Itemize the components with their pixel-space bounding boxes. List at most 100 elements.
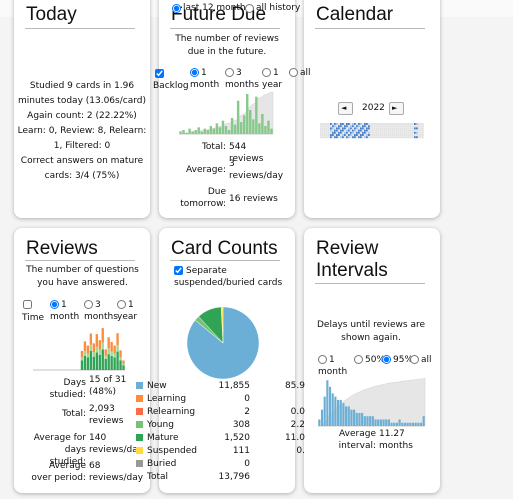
calendar-cell [418, 134, 420, 136]
calendar-cell [394, 123, 396, 125]
calendar-cell [330, 129, 332, 132]
calendar-cell [326, 131, 328, 134]
range-radio[interactable] [318, 355, 327, 364]
calendar-cell [336, 127, 338, 130]
calendar-cell [376, 125, 378, 128]
calendar-cell [340, 136, 342, 139]
calendar-cell [416, 125, 418, 128]
average-label: Average interval: [338, 429, 376, 451]
calendar-cell [374, 131, 376, 134]
calendar-cell [422, 136, 424, 139]
card-title: Reviews [26, 238, 98, 259]
legend-swatch [136, 395, 143, 402]
calendar-cell [400, 125, 402, 128]
calendar-cell [336, 129, 338, 132]
time-label: Time [22, 313, 45, 323]
period-radio[interactable] [245, 4, 254, 13]
range-radio[interactable] [382, 355, 391, 364]
calendar-cell [350, 123, 352, 125]
year-label: 2022 [362, 103, 385, 113]
calendar-cell [360, 127, 362, 130]
calendar-cell [382, 123, 384, 125]
count-label: 111 [232, 446, 250, 456]
count-label: 308 [232, 420, 250, 430]
calendar-cell [384, 129, 386, 132]
calendar-cell [406, 129, 408, 132]
calendar-cell [342, 136, 344, 139]
calendar-cell [340, 131, 342, 134]
subtitle: Delays until reviews are shown again. [316, 320, 426, 343]
bar [107, 337, 110, 349]
calendar-cell [380, 123, 382, 125]
range-radio[interactable] [354, 355, 363, 364]
range-radio[interactable] [262, 68, 271, 77]
bar [116, 345, 119, 352]
calendar-cell [362, 134, 364, 136]
legend-swatch [136, 460, 143, 467]
range-label: 1 month [50, 300, 80, 322]
bar [92, 352, 96, 357]
calendar-cell [332, 127, 334, 130]
next-icon[interactable]: ► [392, 104, 398, 112]
calendar-cell [392, 127, 394, 130]
calendar-cell [334, 125, 336, 128]
calendar-cell [394, 125, 396, 128]
calendar-cell [324, 136, 326, 139]
calendar-cell [382, 127, 384, 130]
calendar-cell [410, 123, 412, 125]
range-radio[interactable] [190, 68, 199, 77]
bar [119, 360, 122, 370]
legend-name: New [147, 381, 167, 391]
prev-icon[interactable]: ◄ [341, 104, 347, 112]
range-label: all [300, 68, 311, 78]
calendar-cell [390, 136, 392, 139]
bar [353, 409, 356, 426]
range-radio[interactable] [84, 300, 93, 309]
bar [377, 419, 380, 426]
calendar-cell [390, 131, 392, 134]
bar [252, 119, 255, 134]
backlog-checkbox[interactable] [155, 69, 164, 78]
bar [331, 393, 334, 426]
separate-checkbox[interactable] [174, 266, 183, 275]
calendar-cell [378, 131, 380, 134]
bar [107, 348, 110, 355]
calendar-cell [330, 134, 332, 136]
calendar-cell [374, 134, 376, 136]
calendar-cell [340, 123, 342, 125]
bar [116, 333, 119, 346]
calendar-cell [418, 129, 420, 132]
bar [358, 412, 361, 426]
calendar-cell [386, 136, 388, 139]
bar [236, 100, 240, 134]
range-radio[interactable] [289, 68, 298, 77]
time-checkbox[interactable] [23, 300, 32, 309]
calendar-cell [394, 127, 396, 130]
bar [320, 409, 324, 426]
range-radio[interactable] [117, 300, 126, 309]
period-radio[interactable] [172, 4, 181, 13]
bar [200, 131, 203, 134]
bar [110, 356, 113, 370]
bar [417, 422, 420, 426]
calendar-cell [320, 125, 322, 128]
range-radio[interactable] [50, 300, 59, 309]
stat-value: 2,093 reviews [89, 404, 124, 426]
calendar-cell [388, 127, 390, 130]
calendar-cell [366, 123, 368, 125]
calendar-cell [352, 129, 354, 132]
bar [233, 124, 237, 134]
calendar-cell [334, 123, 336, 125]
calendar-cell [366, 131, 368, 134]
calendar-cell [360, 134, 362, 136]
bar [385, 419, 388, 426]
calendar-cell [348, 127, 350, 130]
range-radio[interactable] [410, 355, 419, 364]
calendar-cell [396, 134, 398, 136]
calendar-cell [340, 125, 342, 128]
range-radio[interactable] [225, 68, 234, 77]
range-label: 1 year [262, 68, 283, 90]
calendar-cell [348, 134, 350, 136]
calendar-cell [344, 127, 346, 130]
